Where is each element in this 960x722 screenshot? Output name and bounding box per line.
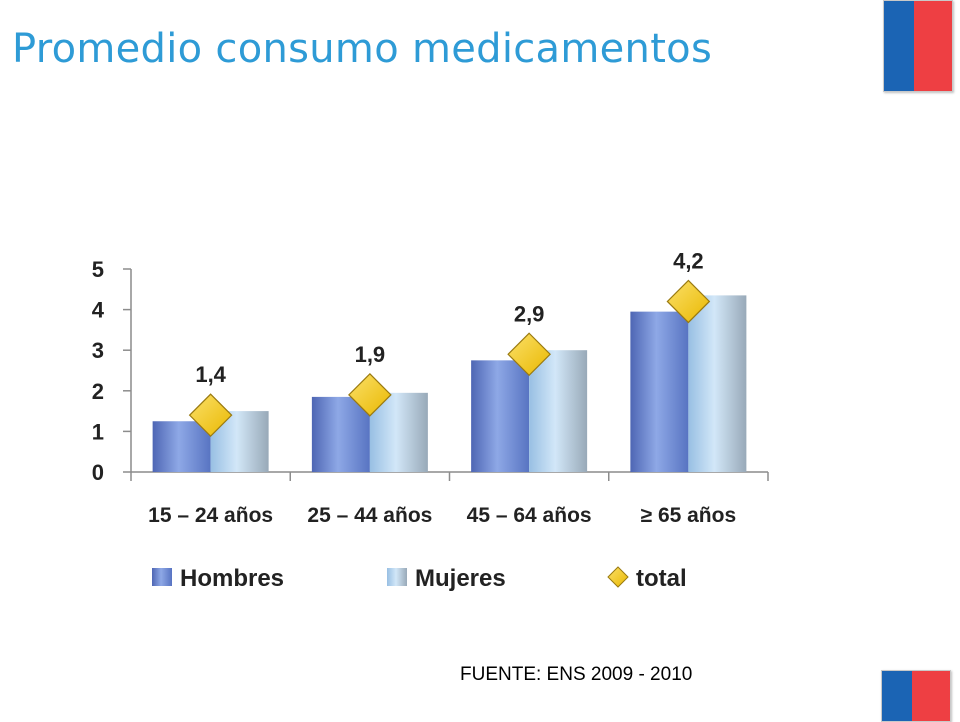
bar-hombres [630, 311, 689, 472]
legend-label-hombres: Hombres [180, 565, 284, 592]
bar-mujeres [688, 295, 747, 472]
y-tick-label: 3 [92, 338, 104, 363]
flag-red-stripe [914, 1, 952, 91]
flag-red-stripe [912, 671, 950, 721]
chart-bars [152, 295, 747, 472]
slide-title: Promedio consumo medicamentos [12, 26, 713, 72]
chart-total-markers [188, 279, 711, 438]
total-marker [188, 393, 233, 438]
bar-hombres [311, 396, 370, 472]
y-tick-label: 2 [92, 379, 104, 404]
bar-hombres [152, 421, 211, 472]
legend-swatch-mujeres [387, 568, 407, 586]
x-tick-label: 45 – 64 años [467, 504, 592, 527]
x-tick-label: 15 – 24 años [148, 504, 273, 527]
source-note: FUENTE: ENS 2009 - 2010 [460, 664, 693, 685]
chart-labels: 15 – 24 años 1,4 25 – 44 años 1,9 45 – 64 añ… [148, 248, 736, 527]
chart-legend: Hombres Mujeres total [152, 565, 687, 592]
total-marker [348, 373, 392, 417]
bar-mujeres [529, 350, 588, 472]
y-tick-label: 5 [92, 257, 104, 282]
legend-label-total: total [636, 565, 687, 592]
flag-icon [883, 0, 953, 92]
legend-label-mujeres: Mujeres [415, 565, 506, 592]
y-tick-label: 1 [92, 419, 104, 444]
legend-swatch-hombres [152, 568, 172, 586]
chart-axes: 0 1 2 3 4 5 [92, 257, 769, 485]
x-tick-label: ≥ 65 años [641, 504, 737, 527]
y-tick-label: 4 [92, 298, 105, 323]
total-data-label: 2,9 [514, 301, 545, 326]
flag-blue-stripe [884, 1, 914, 91]
total-data-label: 1,4 [195, 362, 226, 387]
legend-swatch-total [607, 566, 629, 588]
bar-hombres [471, 360, 530, 472]
total-marker [666, 279, 711, 324]
flag-icon [881, 670, 951, 722]
total-data-label: 1,9 [355, 342, 386, 367]
total-marker [507, 332, 551, 377]
flag-blue-stripe [882, 671, 912, 721]
total-data-label: 4,2 [673, 248, 704, 273]
y-tick-label: 0 [92, 460, 104, 485]
x-tick-label: 25 – 44 años [307, 504, 432, 527]
